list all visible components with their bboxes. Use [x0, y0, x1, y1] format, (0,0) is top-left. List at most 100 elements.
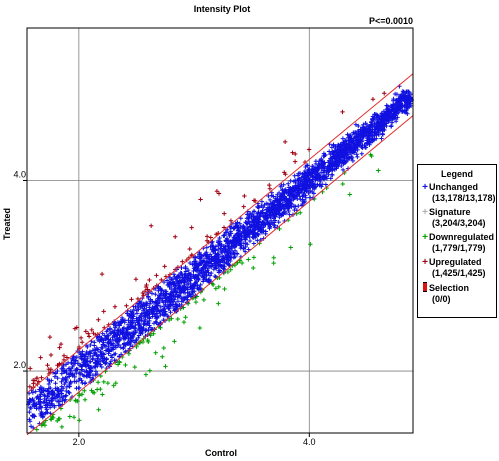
- unchanged-point: [243, 237, 248, 242]
- unchanged-point: [109, 347, 114, 353]
- unchanged-point: [213, 265, 218, 270]
- unchanged-point: [232, 235, 237, 240]
- upregulated-point: [101, 309, 106, 314]
- downregulated-point: [347, 192, 352, 197]
- upregulated-point: [39, 375, 44, 380]
- unchanged-point: [296, 203, 301, 209]
- unchanged-point: [109, 342, 115, 348]
- unchanged-point: [316, 173, 322, 179]
- unchanged-point: [269, 190, 274, 195]
- downregulated-point: [163, 364, 168, 369]
- scatter-points: [26, 84, 415, 432]
- unchanged-point: [224, 255, 229, 260]
- unchanged-point: [303, 164, 308, 170]
- unchanged-point: [92, 361, 98, 366]
- unchanged-point: [318, 178, 323, 184]
- unchanged-point: [80, 352, 86, 358]
- unchanged-point: [137, 324, 142, 330]
- unchanged-point: [271, 216, 277, 221]
- unchanged-point: [149, 308, 155, 313]
- upregulated-point: [282, 139, 288, 145]
- unchanged-point: [85, 362, 90, 368]
- unchanged-point: [168, 302, 173, 307]
- upregulated-point: [162, 264, 167, 269]
- unchanged-point: [137, 304, 143, 310]
- unchanged-point: [172, 308, 177, 313]
- unchanged-point: [213, 265, 219, 271]
- unchanged-point: [63, 377, 68, 383]
- unchanged-point: [307, 177, 312, 182]
- unchanged-point: [80, 349, 85, 354]
- unchanged-point: [61, 363, 66, 369]
- upregulated-point: [189, 225, 194, 230]
- downregulated-point: [153, 350, 158, 355]
- downregulated-point: [117, 360, 122, 365]
- unchanged-point: [337, 143, 343, 149]
- unchanged-point: [125, 322, 131, 327]
- unchanged-point: [346, 138, 351, 143]
- unchanged-point: [270, 203, 276, 209]
- unchanged-point: [349, 155, 355, 160]
- unchanged-point: [108, 330, 114, 335]
- unchanged-point: [136, 318, 141, 323]
- unchanged-point: [111, 331, 117, 336]
- unchanged-point: [80, 380, 85, 386]
- unchanged-point: [73, 358, 79, 363]
- unchanged-point: [200, 279, 206, 284]
- unchanged-point: [332, 167, 337, 172]
- unchanged-point: [88, 351, 93, 356]
- unchanged-point: [27, 400, 32, 405]
- unchanged-point: [365, 126, 371, 132]
- unchanged-point: [353, 122, 359, 127]
- unchanged-point: [392, 115, 398, 120]
- unchanged-point: [287, 193, 292, 198]
- unchanged-point: [237, 221, 243, 226]
- unchanged-point: [173, 290, 179, 295]
- unchanged-point: [60, 366, 65, 371]
- unchanged-point: [253, 215, 259, 221]
- unchanged-point: [59, 391, 64, 396]
- unchanged-point: [241, 235, 247, 240]
- downregulated-point: [101, 379, 107, 385]
- unchanged-point: [118, 319, 124, 324]
- unchanged-point: [64, 388, 69, 394]
- upregulated-point: [79, 340, 85, 345]
- downregulated-point: [126, 351, 132, 356]
- upregulated-point: [253, 198, 258, 204]
- unchanged-point: [226, 262, 232, 268]
- unchanged-point: [267, 224, 272, 230]
- unchanged-point: [33, 402, 38, 407]
- unchanged-point: [177, 279, 182, 284]
- upregulated-point: [142, 288, 148, 294]
- unchanged-point: [316, 159, 322, 164]
- unchanged-point: [234, 251, 240, 257]
- unchanged-point: [149, 291, 155, 296]
- unchanged-point: [74, 354, 80, 360]
- unchanged-point: [311, 191, 317, 196]
- unchanged-point: [302, 187, 307, 192]
- unchanged-point: [391, 96, 396, 102]
- unchanged-point: [238, 245, 243, 251]
- unchanged-point: [381, 116, 386, 121]
- unchanged-point: [161, 307, 166, 312]
- unchanged-point: [297, 170, 303, 176]
- unchanged-point: [400, 92, 405, 98]
- unchanged-point: [75, 367, 80, 372]
- downregulated-point: [67, 414, 73, 419]
- unchanged-point: [282, 204, 288, 209]
- unchanged-point: [361, 122, 366, 127]
- unchanged-point: [218, 249, 224, 255]
- unchanged-point: [289, 201, 294, 207]
- upregulated-point: [145, 287, 150, 292]
- unchanged-point: [405, 95, 410, 100]
- downregulated-point: [298, 210, 303, 215]
- unchanged-point: [313, 177, 318, 183]
- unchanged-point: [351, 131, 357, 137]
- unchanged-point: [247, 238, 253, 244]
- unchanged-point: [260, 210, 266, 215]
- unchanged-point: [255, 232, 260, 237]
- unchanged-point: [320, 165, 325, 170]
- plus-marker-icon: +: [422, 207, 428, 218]
- upregulated-point: [61, 357, 67, 363]
- unchanged-point: [291, 179, 297, 184]
